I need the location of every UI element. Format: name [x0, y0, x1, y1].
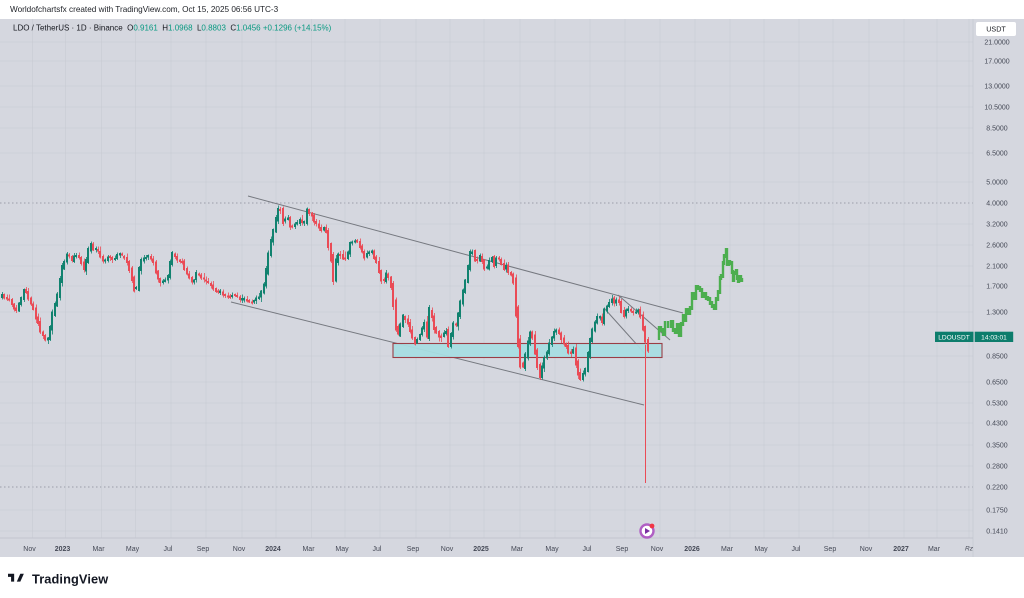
svg-text:5.0000: 5.0000: [986, 180, 1008, 187]
svg-text:Sep: Sep: [407, 546, 420, 553]
svg-text:4.0000: 4.0000: [986, 201, 1008, 208]
svg-text:May: May: [545, 546, 559, 553]
svg-text:21.0000: 21.0000: [984, 40, 1009, 47]
svg-text:0.2200: 0.2200: [986, 485, 1008, 492]
svg-text:1.3000: 1.3000: [986, 310, 1008, 317]
svg-text:0.6500: 0.6500: [986, 380, 1008, 387]
svg-text:13.0000: 13.0000: [984, 84, 1009, 91]
svg-text:Nov: Nov: [651, 546, 664, 553]
svg-text:Worldofchartsfx created with T: Worldofchartsfx created with TradingView…: [10, 5, 279, 14]
svg-text:0.2800: 0.2800: [986, 464, 1008, 471]
svg-text:Rz: Rz: [965, 546, 974, 553]
svg-text:Nov: Nov: [233, 546, 246, 553]
svg-text:2.1000: 2.1000: [986, 264, 1008, 271]
svg-text:0.1410: 0.1410: [986, 529, 1008, 536]
svg-text:10.5000: 10.5000: [984, 105, 1009, 112]
svg-text:Nov: Nov: [860, 546, 873, 553]
svg-text:May: May: [126, 546, 140, 553]
svg-text:17.0000: 17.0000: [984, 59, 1009, 66]
svg-text:LDO / TetherUS · 1D · Binance: LDO / TetherUS · 1D · Binance O0.9161 H1…: [13, 24, 332, 33]
svg-text:Sep: Sep: [197, 546, 210, 553]
svg-text:Mar: Mar: [92, 546, 105, 553]
svg-text:TradingView: TradingView: [32, 572, 108, 587]
svg-text:Jul: Jul: [583, 546, 592, 553]
svg-text:Sep: Sep: [616, 546, 629, 553]
svg-text:2.6000: 2.6000: [986, 243, 1008, 250]
svg-text:Sep: Sep: [824, 546, 837, 553]
svg-text:Mar: Mar: [302, 546, 315, 553]
svg-text:2023: 2023: [55, 546, 71, 553]
svg-text:2025: 2025: [473, 546, 489, 553]
svg-text:8.5000: 8.5000: [986, 126, 1008, 133]
svg-text:0.1750: 0.1750: [986, 508, 1008, 515]
svg-text:May: May: [754, 546, 768, 553]
svg-text:2026: 2026: [684, 546, 700, 553]
svg-text:1.7000: 1.7000: [986, 284, 1008, 291]
svg-text:3.2000: 3.2000: [986, 222, 1008, 229]
svg-text:Jul: Jul: [373, 546, 382, 553]
svg-text:0.8500: 0.8500: [986, 354, 1008, 361]
svg-text:Nov: Nov: [23, 546, 36, 553]
svg-text:2027: 2027: [893, 546, 909, 553]
svg-text:USDT: USDT: [986, 25, 1006, 34]
svg-text:Mar: Mar: [511, 546, 524, 553]
svg-text:0.3500: 0.3500: [986, 443, 1008, 450]
svg-text:May: May: [335, 546, 349, 553]
svg-text:2024: 2024: [265, 546, 281, 553]
svg-text:LDOUSDT: LDOUSDT: [938, 334, 970, 341]
svg-text:Mar: Mar: [928, 546, 941, 553]
svg-text:Nov: Nov: [441, 546, 454, 553]
svg-text:Jul: Jul: [792, 546, 801, 553]
svg-text:14:03:01: 14:03:01: [981, 334, 1007, 341]
svg-text:6.5000: 6.5000: [986, 151, 1008, 158]
svg-text:Mar: Mar: [721, 546, 734, 553]
svg-text:Jul: Jul: [164, 546, 173, 553]
svg-text:0.4300: 0.4300: [986, 421, 1008, 428]
svg-text:0.5300: 0.5300: [986, 401, 1008, 408]
